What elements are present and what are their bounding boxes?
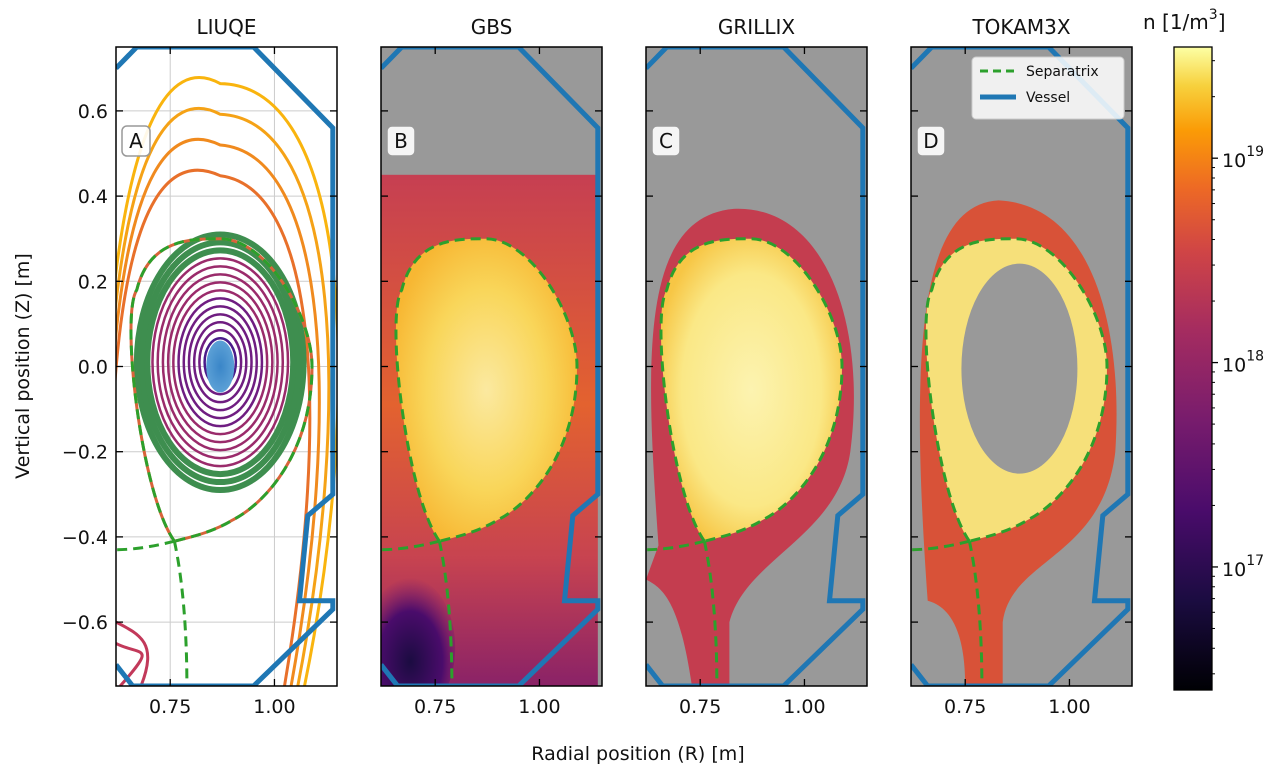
- colorbar-title: n [1/m3]: [1143, 7, 1226, 34]
- y-tick-label: 0.2: [78, 271, 108, 293]
- x-tick-label: 1.00: [783, 696, 825, 718]
- flux-line-private: [116, 620, 150, 686]
- panel-label-text: C: [659, 129, 673, 153]
- panel-gbs: 0.75 1.00 GBS B: [380, 15, 603, 718]
- colorbar-gradient: [1173, 46, 1213, 691]
- density-core: [395, 238, 577, 542]
- panel-label: C: [651, 125, 681, 157]
- flux-surface: [177, 297, 264, 428]
- x-tick-label: 0.75: [149, 696, 191, 718]
- vessel-line: [116, 47, 336, 686]
- x-tick-label: 0.75: [679, 696, 721, 718]
- legend-entry: Separatrix: [1026, 64, 1099, 80]
- flux-surface: [192, 321, 248, 404]
- vessel-line: [381, 47, 601, 686]
- panel-label: B: [386, 125, 416, 157]
- separatrix-line: [659, 237, 844, 543]
- flux-surface: [144, 247, 297, 478]
- flux-surface: [151, 257, 290, 468]
- magnetic-axis: [206, 340, 235, 393]
- flux-line-private: [116, 642, 144, 686]
- core-excluded-region: [961, 263, 1078, 474]
- panel-label: A: [121, 125, 151, 157]
- flux-surface: [156, 265, 285, 460]
- flux-surface: [139, 239, 302, 486]
- separatrix-leg: [172, 540, 189, 686]
- panel-liuqe: 0.75 1.00 0.6 0.4 0.2 0.0 −0.2 −0.4 −0.6 LIUQE A: [62, 15, 338, 718]
- colorbar-tick-label: 1019: [1222, 144, 1264, 172]
- y-tick-label: −0.2: [62, 442, 108, 464]
- separatrix-leg: [911, 539, 970, 552]
- flux-line-open: [116, 106, 331, 686]
- flux-surface: [172, 289, 269, 436]
- separatrix-leg: [646, 539, 705, 552]
- density-core: [660, 238, 842, 542]
- flux-surface: [161, 273, 279, 452]
- panel-grillix: 0.75 1.00 GRILLIX C: [645, 15, 868, 718]
- separatrix-line: [394, 237, 579, 543]
- panel-label-text: A: [129, 129, 143, 153]
- separatrix-line: [924, 237, 1109, 543]
- panel-title: GRILLIX: [718, 15, 795, 39]
- x-tick-label: 1.00: [518, 696, 560, 718]
- panel-title: GBS: [471, 15, 513, 39]
- x-tick-label: 1.00: [1048, 696, 1090, 718]
- y-tick-label: 0.6: [78, 101, 108, 123]
- colorbar: 1017 1018 1019 n [1/m3]: [1143, 7, 1264, 691]
- legend: Separatrix Vessel: [971, 56, 1125, 120]
- separatrix-leg: [437, 540, 454, 686]
- panel-title: TOKAM3X: [971, 15, 1070, 39]
- y-tick-label: 0.4: [78, 186, 108, 208]
- colorbar-tick-label: 1017: [1222, 553, 1264, 581]
- x-tick-label: 0.75: [414, 696, 456, 718]
- x-tick-label: 1.00: [253, 696, 295, 718]
- y-tick-label: 0.0: [78, 357, 108, 379]
- x-tick-label: 0.75: [944, 696, 986, 718]
- flux-surface: [182, 305, 258, 420]
- y-axis-label: Vertical position (Z) [m]: [12, 253, 34, 479]
- separatrix-leg: [116, 539, 175, 552]
- y-tick-label: −0.4: [62, 527, 108, 549]
- vessel-line: [911, 47, 1131, 686]
- flux-line-open: [116, 137, 321, 686]
- x-axis-label: Radial position (R) [m]: [531, 743, 744, 765]
- separatrix-leg: [967, 540, 984, 686]
- flux-surface: [198, 329, 243, 396]
- flux-surface: [166, 281, 274, 444]
- flux-line-open: [116, 168, 312, 686]
- flux-surface: [133, 231, 307, 494]
- separatrix-line: [129, 237, 314, 543]
- legend-entry: Vessel: [1026, 90, 1070, 106]
- vessel-line: [646, 47, 866, 686]
- colorbar-tick-label: 1018: [1222, 349, 1264, 377]
- density-low-region: [381, 577, 456, 686]
- flux-line-open: [116, 76, 337, 686]
- panel-label-text: B: [394, 129, 408, 153]
- flux-surface: [187, 313, 253, 412]
- panel-label: D: [916, 125, 946, 157]
- panel-tokam3x: 0.75 1.00 TOKAM3X D Separatrix Vessel: [910, 15, 1133, 718]
- panel-label-text: D: [923, 129, 938, 153]
- separatrix-leg: [702, 540, 719, 686]
- separatrix-leg: [381, 539, 440, 552]
- y-tick-label: −0.6: [62, 612, 108, 634]
- panel-title: LIUQE: [196, 15, 256, 39]
